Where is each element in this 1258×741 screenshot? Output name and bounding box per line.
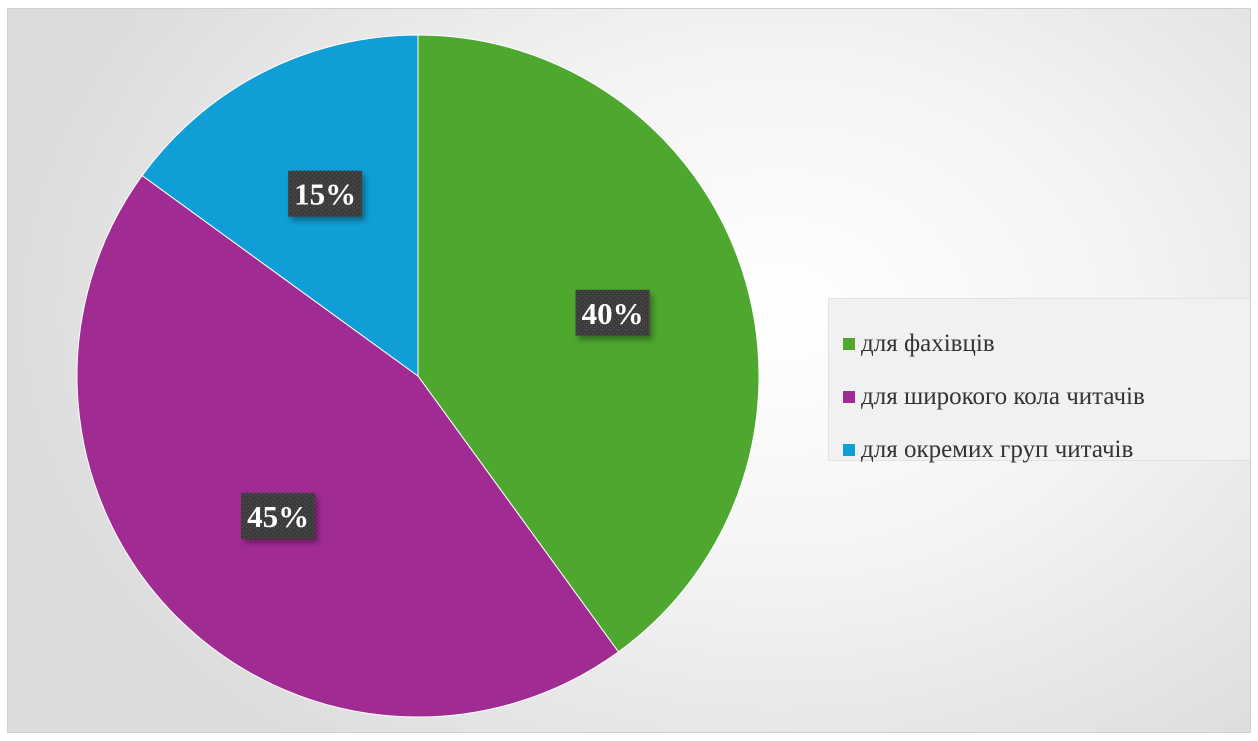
- data-label-text: 45%: [247, 499, 309, 534]
- legend-item-reader-groups: для окремих груп читачів: [843, 423, 1250, 476]
- data-label-specialists: 40%: [575, 289, 650, 336]
- legend-item-specialists: для фахівців: [843, 317, 1250, 370]
- legend-item-general-readers: для широкого кола читачів: [843, 370, 1250, 423]
- data-label-general-readers: 45%: [241, 492, 316, 539]
- pie-slices: [76, 34, 760, 718]
- legend-swatch: [843, 390, 855, 403]
- legend-label: для фахівців: [861, 329, 995, 357]
- pie-slice-specialists: [417, 34, 760, 653]
- legend: для фахівців для широкого кола читачів для…: [828, 298, 1250, 463]
- chart-area: 40% 45% 15% для фахівців для широкого кола …: [7, 8, 1251, 733]
- data-label-box: [288, 170, 363, 217]
- data-label-box: [575, 289, 650, 336]
- legend-swatch: [843, 443, 855, 456]
- pie-chart: 40% 45% 15%: [76, 34, 760, 718]
- pie-data-labels: 40% 45% 15%: [241, 170, 650, 539]
- pie-slice-general-readers: [76, 174, 620, 718]
- pie-slice-reader-groups: [141, 34, 419, 377]
- data-label-text: 40%: [582, 296, 644, 331]
- data-label-reader-groups: 15%: [288, 170, 363, 217]
- data-label-text: 15%: [294, 177, 356, 212]
- legend-label: для широкого кола читачів: [861, 382, 1145, 410]
- data-label-box: [241, 492, 316, 539]
- legend-label: для окремих груп читачів: [861, 435, 1134, 463]
- legend-swatch: [843, 337, 855, 350]
